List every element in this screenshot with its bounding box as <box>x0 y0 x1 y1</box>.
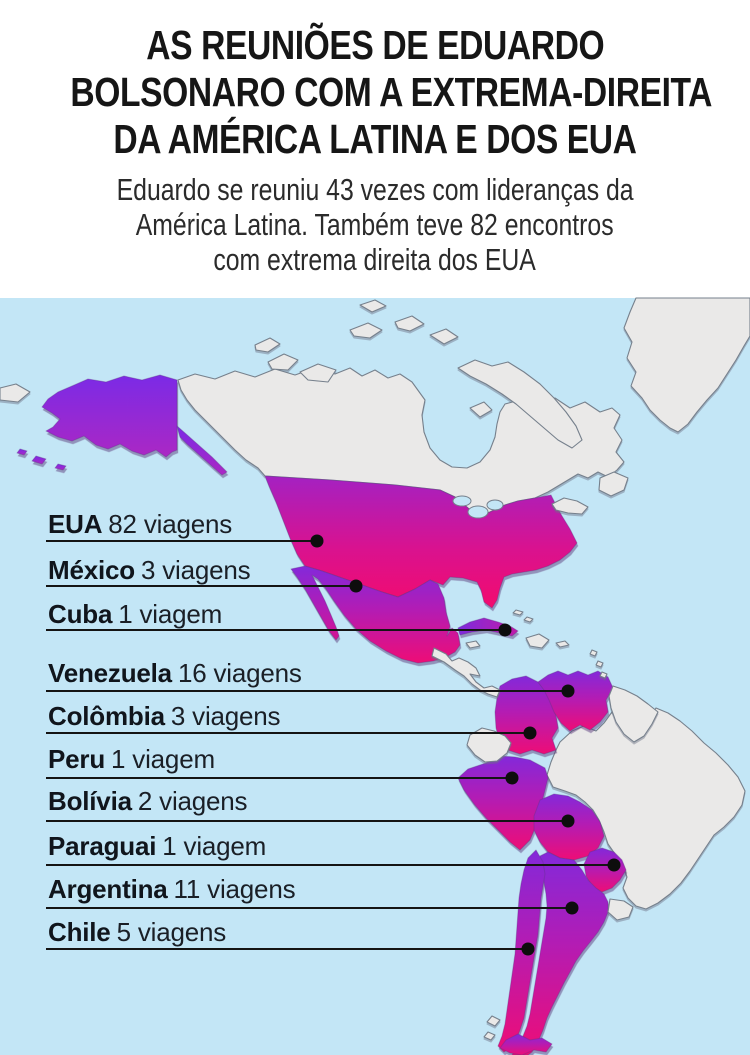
map-dot-venezuela <box>561 684 575 698</box>
title-line-3: DA AMÉRICA LATINA E DOS EUA <box>113 116 637 162</box>
trip-count: 3 viagens <box>170 701 281 731</box>
trip-count: 1 viagem <box>162 831 267 861</box>
page-subtitle: Eduardo se reuniu 43 vezes com liderança… <box>0 172 750 277</box>
lesser-antilles <box>599 671 608 679</box>
trip-count: 16 viagens <box>177 658 302 688</box>
country-alaska-usa <box>41 374 178 458</box>
country-greenland <box>623 297 750 433</box>
map-dot-paraguai <box>607 858 621 872</box>
arctic-island <box>359 299 387 313</box>
nova-scotia <box>551 497 589 515</box>
map-dot-eua <box>310 534 324 548</box>
country-name: Argentina <box>48 874 168 904</box>
highlighted-countries <box>16 374 627 1055</box>
map-dot-colombia <box>523 726 537 740</box>
arctic-island <box>349 322 383 339</box>
country-name: Chile <box>48 917 111 947</box>
leader-lines <box>46 534 621 956</box>
map-label-peru: Peru 1 viagem <box>48 742 215 776</box>
country-name: Paraguai <box>48 831 157 861</box>
map-label-eua: EUA 82 viagens <box>48 507 232 541</box>
arctic-island <box>394 315 425 332</box>
country-argentina <box>511 851 609 1055</box>
tierra-del-fuego <box>499 1033 553 1055</box>
aleutian-island <box>16 448 28 456</box>
country-uruguay <box>607 898 634 921</box>
country-mexico <box>290 565 461 664</box>
subtitle-line-2: América Latina. Também teve 82 encontros <box>136 207 614 242</box>
country-peru <box>457 755 549 851</box>
title-line-2: BOLSONARO COM A EXTREMA-DIREITA <box>70 69 713 115</box>
trip-count: 5 viagens <box>116 917 227 947</box>
subtitle-line-3: com extrema direita dos EUA <box>213 242 537 277</box>
gray-landmasses-front <box>431 471 659 1041</box>
bahamas <box>523 616 534 623</box>
country-ecuador <box>466 727 512 763</box>
chukotka-russia <box>0 383 31 403</box>
country-name: EUA <box>48 509 103 539</box>
map-dot-cuba <box>498 623 512 637</box>
country-name: Bolívia <box>48 786 132 816</box>
header: AS REUNIÕES DE EDUARDO BOLSONARO COM A E… <box>0 0 750 298</box>
central-america <box>431 647 501 698</box>
trip-count: 1 viagem <box>118 599 223 629</box>
trip-count: 2 viagens <box>137 786 248 816</box>
jamaica <box>465 640 481 649</box>
trip-count: 1 viagem <box>111 744 215 774</box>
map-label-chile: Chile 5 viagens <box>48 915 226 949</box>
aleutian-island <box>54 463 67 471</box>
title-line-1: AS REUNIÕES DE EDUARDO <box>146 22 604 68</box>
map-dot-bolivia <box>561 814 575 828</box>
map-dot-argentina <box>565 901 579 915</box>
country-name: Peru <box>48 744 106 774</box>
country-canada <box>177 367 625 518</box>
map-dot-chile <box>521 942 535 956</box>
lesser-antilles <box>595 660 604 668</box>
baffin-island <box>457 359 583 449</box>
map-label-paraguai: Paraguai 1 viagem <box>48 829 266 863</box>
map-label-argentina: Argentina 11 viagens <box>48 872 296 906</box>
newfoundland <box>598 471 629 497</box>
puerto-rico <box>555 640 570 648</box>
bahamas <box>512 609 524 616</box>
country-venezuela <box>537 670 614 732</box>
patagonia-islet <box>483 1031 496 1041</box>
trip-count: 82 viagens <box>108 509 233 539</box>
arctic-island <box>469 401 493 418</box>
great-lake <box>486 499 504 511</box>
great-lake <box>452 495 472 507</box>
great-lake <box>467 505 489 519</box>
page-title: AS REUNIÕES DE EDUARDO BOLSONARO COM A E… <box>0 22 750 163</box>
map-dot-mexico <box>349 579 363 593</box>
arctic-island <box>254 337 281 353</box>
trip-count: 3 viagens <box>140 555 251 585</box>
country-name: México <box>48 555 135 585</box>
country-name: Colômbia <box>48 701 165 731</box>
map-label-mexico: México 3 viagens <box>48 553 251 587</box>
map-dot-peru <box>505 771 519 785</box>
arctic-island <box>299 363 337 383</box>
map-label-cuba: Cuba 1 viagem <box>48 597 222 631</box>
map-label-colombia: Colômbia 3 viagens <box>48 699 281 733</box>
hispaniola <box>525 633 550 649</box>
country-name: Cuba <box>48 599 113 629</box>
guyanas <box>608 685 659 743</box>
arctic-island <box>267 353 299 371</box>
subtitle-line-1: Eduardo se reuniu 43 vezes com liderança… <box>116 172 634 207</box>
gray-landmasses <box>0 297 750 910</box>
lesser-antilles <box>589 649 598 657</box>
trip-count: 11 viagens <box>173 874 296 904</box>
patagonia-islet <box>486 1015 501 1027</box>
alaska-panhandle <box>176 425 228 476</box>
map-label-venezuela: Venezuela 16 viagens <box>48 656 302 690</box>
arctic-island <box>429 328 459 345</box>
country-name: Venezuela <box>48 658 172 688</box>
map-label-bolivia: Bolívia 2 viagens <box>48 784 248 818</box>
aleutian-island <box>31 455 47 465</box>
